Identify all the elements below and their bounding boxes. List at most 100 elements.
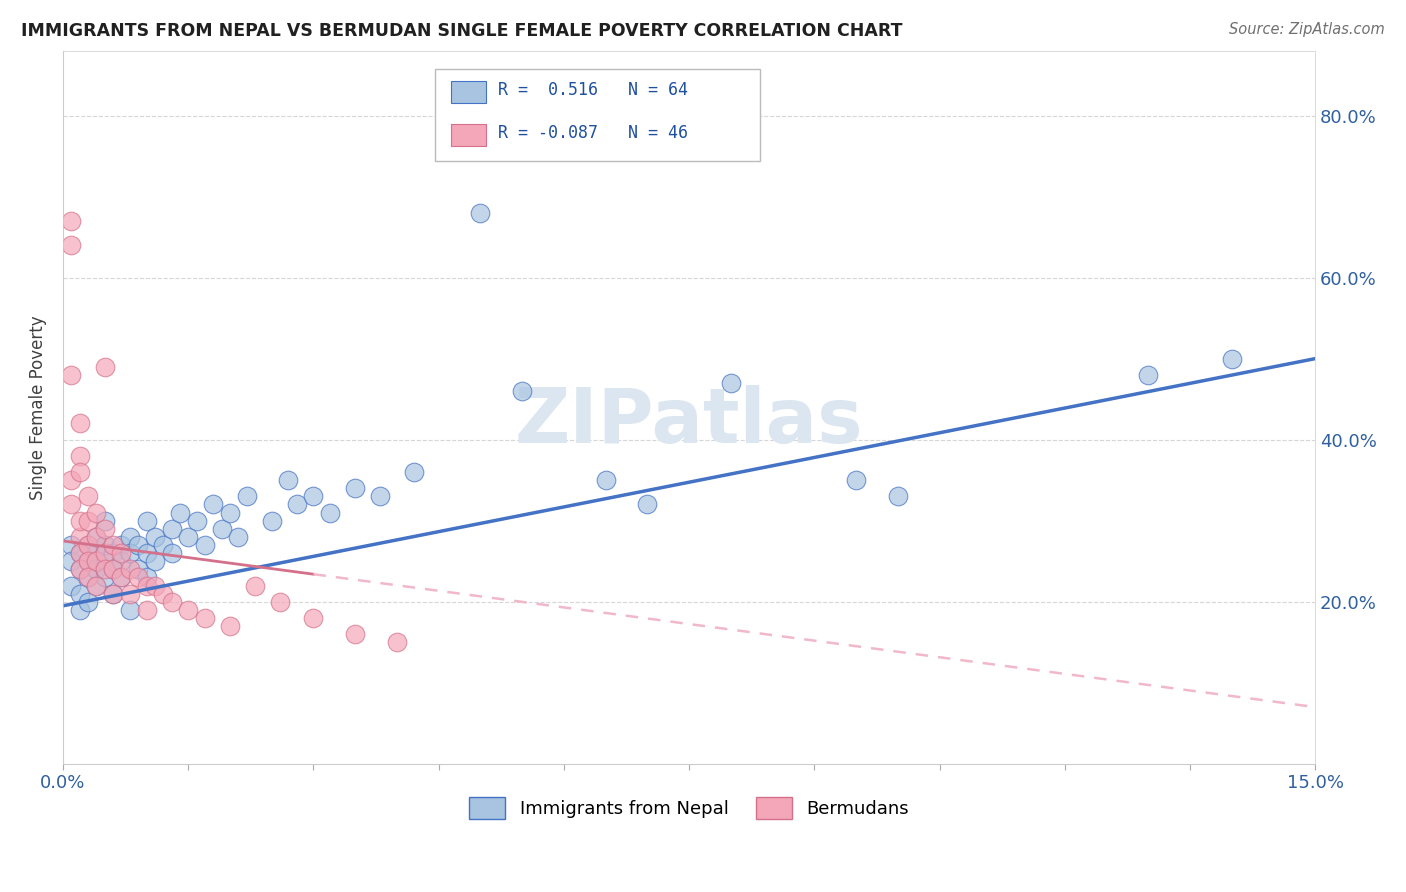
Point <box>77 538 100 552</box>
Point <box>152 587 174 601</box>
FancyBboxPatch shape <box>434 69 761 161</box>
Point <box>160 522 183 536</box>
Point <box>60 578 83 592</box>
Point <box>60 473 83 487</box>
Point <box>86 554 108 568</box>
Point <box>177 603 200 617</box>
Point <box>86 546 108 560</box>
Point <box>277 473 299 487</box>
Point <box>60 538 83 552</box>
Point <box>94 538 117 552</box>
Point <box>135 603 157 617</box>
Text: R = -0.087   N = 46: R = -0.087 N = 46 <box>498 124 688 142</box>
Point <box>69 603 91 617</box>
Point <box>60 554 83 568</box>
Point <box>219 619 242 633</box>
Text: ZIPatlas: ZIPatlas <box>515 384 863 458</box>
Point <box>69 514 91 528</box>
Point <box>302 611 325 625</box>
Point <box>110 546 132 560</box>
Text: R =  0.516   N = 64: R = 0.516 N = 64 <box>498 81 688 99</box>
Point <box>211 522 233 536</box>
Bar <box>451 124 486 145</box>
Point <box>285 498 308 512</box>
Point <box>69 546 91 560</box>
Point <box>94 514 117 528</box>
Point <box>69 562 91 576</box>
Point <box>94 562 117 576</box>
Point <box>86 562 108 576</box>
Point <box>86 530 108 544</box>
Point <box>110 554 132 568</box>
Point <box>470 206 492 220</box>
Point <box>127 570 149 584</box>
Point <box>302 489 325 503</box>
Point <box>86 578 108 592</box>
Point <box>94 570 117 584</box>
Point <box>235 489 257 503</box>
Point <box>77 554 100 568</box>
Point <box>152 538 174 552</box>
Point <box>60 498 83 512</box>
Point <box>69 562 91 576</box>
Point <box>69 417 91 431</box>
Point <box>101 538 124 552</box>
Bar <box>451 81 486 103</box>
Point <box>344 627 367 641</box>
Point <box>1220 351 1243 366</box>
Point <box>86 506 108 520</box>
Point <box>101 562 124 576</box>
Point <box>194 611 217 625</box>
Point <box>69 530 91 544</box>
Y-axis label: Single Female Poverty: Single Female Poverty <box>30 315 46 500</box>
Point <box>202 498 225 512</box>
Point <box>344 481 367 495</box>
Point <box>127 562 149 576</box>
Point <box>110 538 132 552</box>
Point <box>60 368 83 382</box>
Point <box>135 546 157 560</box>
Point <box>887 489 910 503</box>
Point <box>110 570 132 584</box>
Point <box>169 506 191 520</box>
Point <box>143 578 166 592</box>
Point <box>101 562 124 576</box>
Point <box>118 562 141 576</box>
Point <box>160 546 183 560</box>
Point <box>368 489 391 503</box>
Point <box>86 530 108 544</box>
Point <box>69 546 91 560</box>
Point <box>510 384 533 398</box>
Point <box>77 595 100 609</box>
Point <box>160 595 183 609</box>
Point <box>845 473 868 487</box>
Point <box>228 530 250 544</box>
Point <box>110 570 132 584</box>
Point <box>77 538 100 552</box>
Point <box>135 578 157 592</box>
Point <box>77 570 100 584</box>
Legend: Immigrants from Nepal, Bermudans: Immigrants from Nepal, Bermudans <box>463 789 917 826</box>
Point <box>101 587 124 601</box>
Point <box>77 514 100 528</box>
Point <box>260 514 283 528</box>
Point <box>135 570 157 584</box>
Point <box>143 530 166 544</box>
Point <box>94 546 117 560</box>
Text: Source: ZipAtlas.com: Source: ZipAtlas.com <box>1229 22 1385 37</box>
Point <box>143 554 166 568</box>
Point <box>69 587 91 601</box>
Point <box>77 570 100 584</box>
Point <box>69 465 91 479</box>
Point <box>385 635 408 649</box>
Point <box>402 465 425 479</box>
Point <box>135 514 157 528</box>
Point <box>77 554 100 568</box>
Point <box>118 530 141 544</box>
Point <box>118 587 141 601</box>
Point <box>595 473 617 487</box>
Point <box>94 554 117 568</box>
Point <box>186 514 208 528</box>
Point <box>636 498 658 512</box>
Point <box>269 595 291 609</box>
